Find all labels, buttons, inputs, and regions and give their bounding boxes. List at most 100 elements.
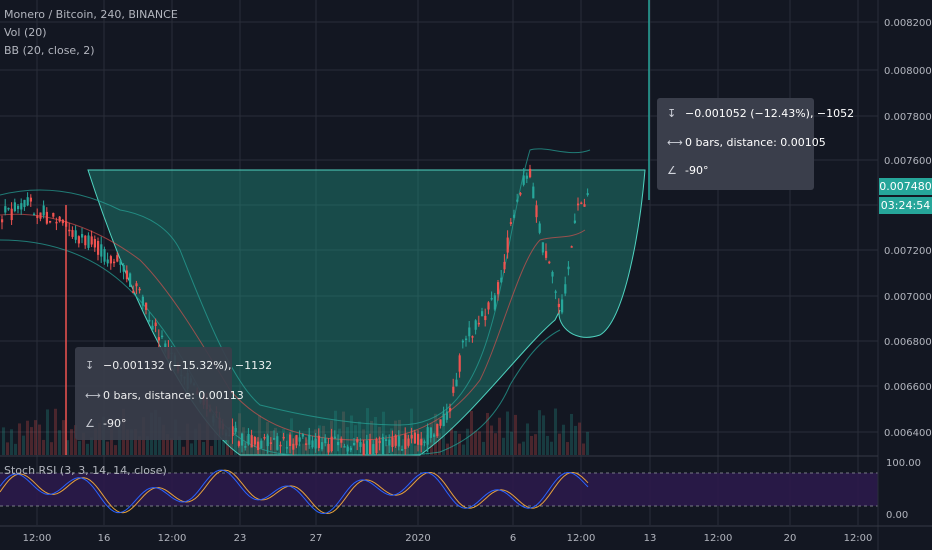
candle-body <box>151 325 154 330</box>
volume-indicator-label[interactable]: Vol (20) <box>4 26 47 39</box>
candle-body <box>298 437 301 442</box>
distance-icon: ⟷ <box>85 389 101 402</box>
volume-bar <box>6 442 9 455</box>
candle-body <box>7 207 10 210</box>
volume-bar <box>222 437 225 455</box>
candle-body <box>548 261 551 264</box>
volume-bar <box>106 441 109 455</box>
candle-body <box>260 440 263 449</box>
candle-body <box>231 426 234 437</box>
symbol-title[interactable]: Monero / Bitcoin, 240, BINANCE <box>4 8 178 21</box>
volume-bar <box>42 439 45 455</box>
candle-body <box>327 444 330 453</box>
candle-body <box>516 199 519 202</box>
price-change: −0.001132 (−15.32%), −1132 <box>103 359 273 372</box>
candle-body <box>461 340 464 343</box>
candle-body <box>74 230 77 240</box>
candle-body <box>426 427 429 445</box>
candle-body <box>237 441 240 446</box>
candle-body <box>522 175 525 185</box>
candle-body <box>573 220 576 223</box>
angle-icon: ∠ <box>667 164 677 177</box>
candle-body <box>423 441 426 443</box>
candle-body <box>391 437 394 447</box>
candle-body <box>244 446 247 448</box>
volume-bar <box>166 434 169 455</box>
volume-bar <box>518 443 521 455</box>
volume-bar <box>190 443 193 455</box>
candle-body <box>407 438 410 446</box>
candle-body <box>39 212 42 219</box>
bar-countdown-tag: 03:24:54 <box>879 197 932 214</box>
candle-body <box>295 435 298 446</box>
candle-body <box>570 246 573 248</box>
candle-body <box>369 439 372 455</box>
candle-body <box>500 277 503 283</box>
volume-bar <box>578 422 581 455</box>
candle-body <box>100 244 103 257</box>
candle-body <box>577 203 580 206</box>
candle-body <box>359 442 362 447</box>
volume-bar <box>274 427 277 455</box>
volume-bar <box>246 435 249 455</box>
volume-bar <box>586 431 589 455</box>
volume-bar <box>522 441 525 455</box>
candle-body <box>381 436 384 455</box>
candle-body <box>413 432 416 444</box>
volume-bar <box>534 434 537 455</box>
price-axis-label: 0.007000 <box>884 292 932 303</box>
candle-body <box>103 249 106 262</box>
candle-body <box>269 442 272 444</box>
volume-bar <box>242 427 245 455</box>
volume-bar <box>366 408 369 455</box>
volume-bar <box>178 436 181 455</box>
stoch-indicator-label[interactable]: Stoch RSI (3, 3, 14, 14, close) <box>4 464 167 477</box>
volume-bar <box>126 429 129 455</box>
bollinger-indicator-label[interactable]: BB (20, close, 2) <box>4 44 95 57</box>
candle-body <box>340 438 343 443</box>
time-axis-label: 27 <box>310 533 323 544</box>
price-axis-label: 0.006400 <box>884 428 932 439</box>
price-axis-label: 0.007200 <box>884 246 932 257</box>
candle-body <box>20 203 23 210</box>
volume-bar <box>230 443 233 455</box>
volume-bar <box>450 427 453 455</box>
price-axis-label: 0.006600 <box>884 382 932 393</box>
candle-body <box>353 442 356 445</box>
candle-body <box>138 288 141 291</box>
candle-body <box>346 446 349 452</box>
candle-body <box>132 290 135 293</box>
candle-body <box>68 229 71 232</box>
candle-body <box>317 435 320 448</box>
candle-body <box>458 355 461 372</box>
candle-body <box>141 296 144 306</box>
candle-body <box>519 193 522 195</box>
volume-bar <box>114 445 117 455</box>
volume-bar <box>382 411 385 455</box>
candle-body <box>129 273 132 287</box>
volume-bar <box>74 425 77 455</box>
candle-body <box>557 303 560 308</box>
candle-body <box>449 407 452 412</box>
measure-tooltip-lower: ↧ −0.001132 (−15.32%), −1132 ⟷ 0 bars, dis… <box>75 347 272 440</box>
volume-bar <box>306 439 309 455</box>
price-change: −0.001052 (−12.43%), −1052 <box>685 107 855 120</box>
candle-body <box>567 266 570 270</box>
time-axis-label: 2020 <box>405 533 430 544</box>
candle-body <box>484 315 487 321</box>
candle-body <box>10 208 13 221</box>
time-axis-label: 23 <box>234 533 247 544</box>
volume-bar <box>574 425 577 455</box>
volume-bar <box>430 423 433 455</box>
volume-bar <box>374 416 377 455</box>
candle-body <box>365 440 368 455</box>
candle-body <box>583 204 586 207</box>
candle-body <box>503 261 506 270</box>
volume-bar <box>262 440 265 455</box>
candle-body <box>84 235 87 246</box>
volume-bar <box>110 428 113 455</box>
candle-body <box>109 256 112 264</box>
volume-bar <box>202 441 205 455</box>
candle-body <box>445 411 448 420</box>
